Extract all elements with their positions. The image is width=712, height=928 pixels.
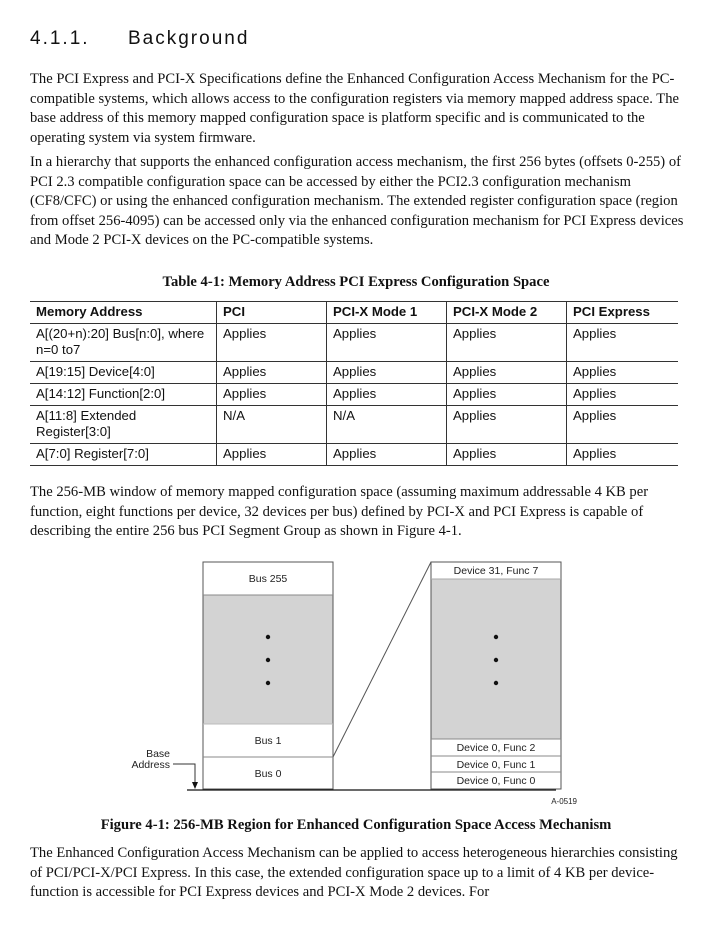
device-31-func-7-label: Device 31, Func 7 <box>454 565 539 577</box>
table-caption: Table 4-1: Memory Address PCI Express Co… <box>162 274 550 290</box>
applicability-cell: Applies <box>216 323 327 362</box>
device-stack-box <box>430 561 562 790</box>
applicability-cell: N/A <box>216 405 327 444</box>
table-row: A[14:12] Function[2:0] Applies Applies Appl… <box>30 383 678 406</box>
paragraph-3: The 256-MB window of memory mapped confi… <box>30 484 649 539</box>
table-row: A[11:8] Extended Register[3:0] N/A N/A Appl… <box>30 405 678 444</box>
device-0-func-0-label: Device 0, Func 0 <box>457 775 536 787</box>
ellipsis-dot <box>493 634 499 640</box>
table-row: A[19:15] Device[4:0] Applies Applies Applie… <box>30 361 678 384</box>
ellipsis-dot <box>265 634 271 640</box>
table-header: PCI-X Mode 1 <box>326 301 447 324</box>
table-header: Memory Address <box>30 301 217 324</box>
paragraph-1: The PCI Express and PCI-X Specifications… <box>30 71 679 146</box>
memory-address-cell: A[14:12] Function[2:0] <box>30 383 217 406</box>
bus-1-label: Bus 1 <box>255 735 282 747</box>
applicability-cell: Applies <box>566 443 678 466</box>
applicability-cell: Applies <box>216 361 327 384</box>
table-row: A[(20+n):20] Bus[n:0], where n=0 to7 Appl… <box>30 323 678 362</box>
arrow-down-icon <box>192 782 198 789</box>
memory-address-cell: A[(20+n):20] Bus[n:0], where n=0 to7 <box>30 323 217 362</box>
memory-address-table: Memory Address PCI PCI-X Mode 1 PCI-X Mo… <box>30 301 678 466</box>
table-header: PCI-X Mode 2 <box>446 301 567 324</box>
paragraph-4: The Enhanced Configuration Access Mechan… <box>30 845 678 900</box>
ellipsis-dot <box>265 657 271 663</box>
table-header-row: Memory Address PCI PCI-X Mode 1 PCI-X Mo… <box>30 301 678 324</box>
section-title: Background <box>128 28 250 49</box>
device-0-func-1-label: Device 0, Func 1 <box>457 759 536 771</box>
paragraph-2: In a hierarchy that supports the enhance… <box>30 154 684 248</box>
section-heading: 4.1.1. Background <box>30 28 249 50</box>
table-row: A[7:0] Register[7:0] Applies Applies Applie… <box>30 443 678 466</box>
applicability-cell: N/A <box>326 405 447 444</box>
ellipsis-dot <box>493 657 499 663</box>
bus-0-label: Bus 0 <box>255 768 282 780</box>
applicability-cell: Applies <box>446 405 567 444</box>
applicability-cell: Applies <box>216 443 327 466</box>
base-address-leader <box>173 763 196 784</box>
section-number: 4.1.1. <box>30 28 90 49</box>
bus-255-label: Bus 255 <box>249 573 288 585</box>
applicability-cell: Applies <box>446 361 567 384</box>
memory-address-cell: A[7:0] Register[7:0] <box>30 443 217 466</box>
applicability-cell: Applies <box>446 383 567 406</box>
ellipsis-dot <box>265 680 271 686</box>
base-address-label: Address <box>131 759 170 771</box>
ellipsis-dot <box>493 680 499 686</box>
figure-id: A-0519 <box>551 797 577 806</box>
applicability-cell: Applies <box>326 361 447 384</box>
zoom-line <box>332 561 432 758</box>
applicability-cell: Applies <box>446 443 567 466</box>
applicability-cell: Applies <box>566 383 678 406</box>
memory-address-cell: A[11:8] Extended Register[3:0] <box>30 405 217 444</box>
applicability-cell: Applies <box>216 383 327 406</box>
applicability-cell: Applies <box>566 323 678 362</box>
memory-address-cell: A[19:15] Device[4:0] <box>30 361 217 384</box>
applicability-cell: Applies <box>566 361 678 384</box>
applicability-cell: Applies <box>326 323 447 362</box>
applicability-cell: Applies <box>326 383 447 406</box>
applicability-cell: Applies <box>446 323 567 362</box>
applicability-cell: Applies <box>566 405 678 444</box>
figure-caption: Figure 4-1: 256-MB Region for Enhanced C… <box>100 817 612 833</box>
applicability-cell: Applies <box>326 443 447 466</box>
table-header: PCI Express <box>566 301 678 324</box>
base-address-label: Base <box>146 748 170 760</box>
device-0-func-2-label: Device 0, Func 2 <box>457 742 536 754</box>
figure-256mb-region: Bus 255 Bus 1 Bus 0 Base Address Device … <box>131 561 578 806</box>
table-header: PCI <box>216 301 327 324</box>
bus-stack-box <box>202 561 334 790</box>
